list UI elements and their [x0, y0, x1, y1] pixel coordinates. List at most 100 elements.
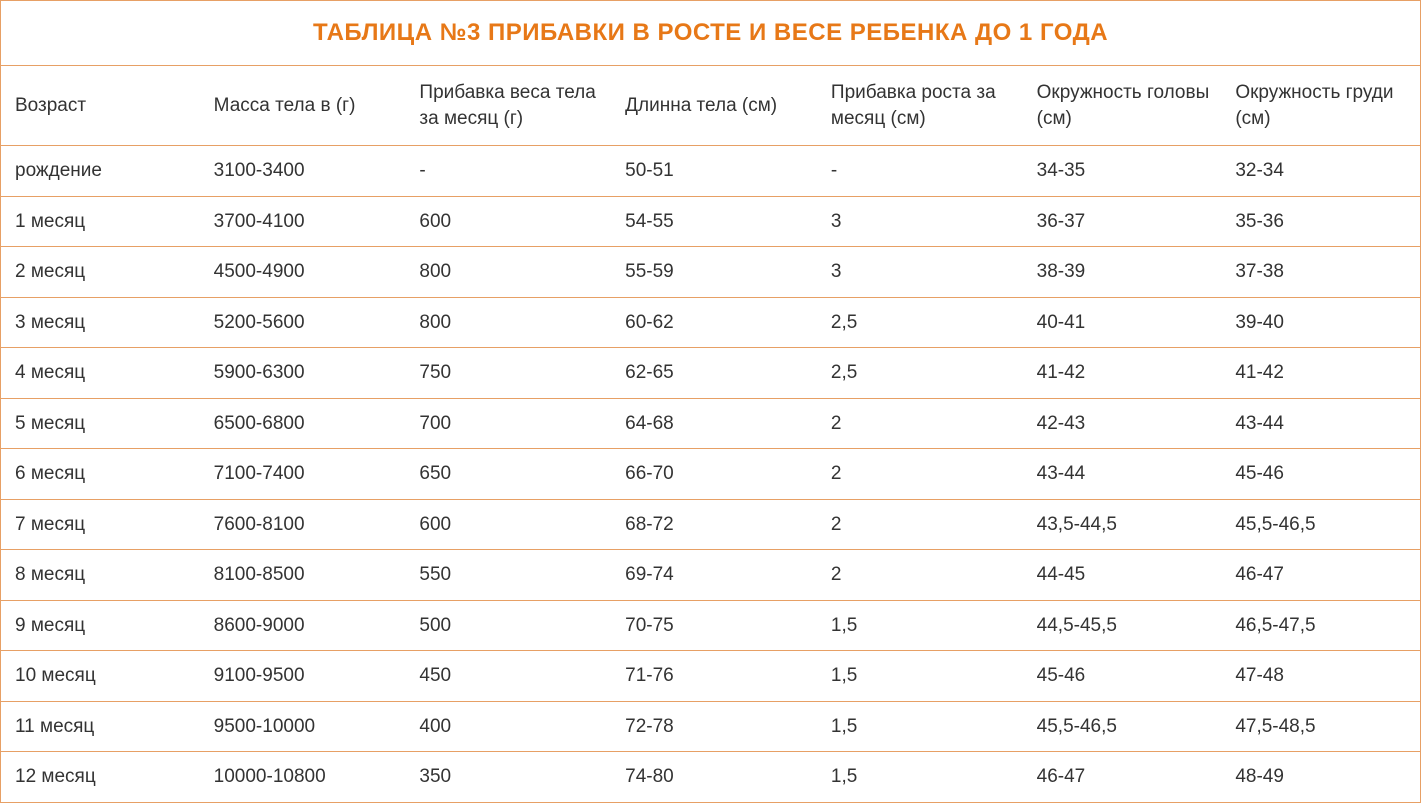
growth-table-container: ТАБЛИЦА №3 ПРИБАВКИ В РОСТЕ И ВЕСЕ РЕБЕН…	[0, 0, 1421, 803]
table-cell: 55-59	[611, 247, 817, 298]
table-cell: 10 месяц	[1, 651, 200, 702]
table-cell: 40-41	[1023, 297, 1222, 348]
table-cell: 1,5	[817, 701, 1023, 752]
table-cell: 9 месяц	[1, 600, 200, 651]
table-cell: 2 месяц	[1, 247, 200, 298]
table-cell: рождение	[1, 146, 200, 197]
table-cell: 46,5-47,5	[1221, 600, 1420, 651]
table-cell: 72-78	[611, 701, 817, 752]
table-body: рождение3100-3400-50-51-34-3532-341 меся…	[1, 146, 1420, 802]
table-cell: 450	[405, 651, 611, 702]
table-cell: 62-65	[611, 348, 817, 399]
table-cell: 47-48	[1221, 651, 1420, 702]
table-cell: 43-44	[1221, 398, 1420, 449]
table-title: ТАБЛИЦА №3 ПРИБАВКИ В РОСТЕ И ВЕСЕ РЕБЕН…	[1, 1, 1420, 66]
table-cell: 47,5-48,5	[1221, 701, 1420, 752]
table-row: 10 месяц9100-950045071-761,545-4647-48	[1, 651, 1420, 702]
table-cell: 43-44	[1023, 449, 1222, 500]
table-row: 1 месяц3700-410060054-55336-3735-36	[1, 196, 1420, 247]
table-cell: 50-51	[611, 146, 817, 197]
col-header-head: Окружность головы (см)	[1023, 66, 1222, 146]
table-cell: 650	[405, 449, 611, 500]
growth-table: ТАБЛИЦА №3 ПРИБАВКИ В РОСТЕ И ВЕСЕ РЕБЕН…	[1, 1, 1420, 802]
table-cell: 8600-9000	[200, 600, 406, 651]
table-cell: 400	[405, 701, 611, 752]
table-cell: 4500-4900	[200, 247, 406, 298]
table-cell: 45-46	[1221, 449, 1420, 500]
table-cell: 800	[405, 297, 611, 348]
table-cell: 44-45	[1023, 550, 1222, 601]
table-cell: -	[405, 146, 611, 197]
table-cell: 74-80	[611, 752, 817, 802]
table-cell: 34-35	[1023, 146, 1222, 197]
table-cell: 1,5	[817, 752, 1023, 802]
table-cell: 1,5	[817, 651, 1023, 702]
table-cell: 54-55	[611, 196, 817, 247]
table-cell: 8100-8500	[200, 550, 406, 601]
table-cell: 2	[817, 449, 1023, 500]
table-cell: 3	[817, 196, 1023, 247]
table-cell: 71-76	[611, 651, 817, 702]
table-cell: 37-38	[1221, 247, 1420, 298]
table-cell: 3 месяц	[1, 297, 200, 348]
table-cell: 44,5-45,5	[1023, 600, 1222, 651]
table-cell: 35-36	[1221, 196, 1420, 247]
table-cell: 7100-7400	[200, 449, 406, 500]
table-cell: 800	[405, 247, 611, 298]
table-row: 9 месяц8600-900050070-751,544,5-45,546,5…	[1, 600, 1420, 651]
table-cell: -	[817, 146, 1023, 197]
table-cell: 1,5	[817, 600, 1023, 651]
table-cell: 500	[405, 600, 611, 651]
table-cell: 6 месяц	[1, 449, 200, 500]
table-cell: 750	[405, 348, 611, 399]
table-cell: 32-34	[1221, 146, 1420, 197]
table-cell: 4 месяц	[1, 348, 200, 399]
table-cell: 12 месяц	[1, 752, 200, 802]
table-cell: 41-42	[1221, 348, 1420, 399]
table-cell: 68-72	[611, 499, 817, 550]
table-cell: 39-40	[1221, 297, 1420, 348]
table-cell: 66-70	[611, 449, 817, 500]
table-row: 5 месяц6500-680070064-68242-4343-44	[1, 398, 1420, 449]
table-cell: 5900-6300	[200, 348, 406, 399]
table-cell: 36-37	[1023, 196, 1222, 247]
table-cell: 69-74	[611, 550, 817, 601]
table-row: 12 месяц10000-1080035074-801,546-4748-49	[1, 752, 1420, 802]
table-cell: 38-39	[1023, 247, 1222, 298]
table-cell: 3100-3400	[200, 146, 406, 197]
table-cell: 46-47	[1221, 550, 1420, 601]
table-cell: 10000-10800	[200, 752, 406, 802]
table-cell: 46-47	[1023, 752, 1222, 802]
table-row: 8 месяц8100-850055069-74244-4546-47	[1, 550, 1420, 601]
table-row: 3 месяц5200-560080060-622,540-4139-40	[1, 297, 1420, 348]
table-cell: 5 месяц	[1, 398, 200, 449]
table-cell: 7 месяц	[1, 499, 200, 550]
table-row: 2 месяц4500-490080055-59338-3937-38	[1, 247, 1420, 298]
table-cell: 1 месяц	[1, 196, 200, 247]
table-row: 11 месяц9500-1000040072-781,545,5-46,547…	[1, 701, 1420, 752]
table-cell: 2,5	[817, 348, 1023, 399]
table-cell: 45,5-46,5	[1023, 701, 1222, 752]
table-cell: 2,5	[817, 297, 1023, 348]
col-header-age: Возраст	[1, 66, 200, 146]
table-cell: 60-62	[611, 297, 817, 348]
table-header-row: Возраст Масса тела в (г) Прибавка веса т…	[1, 66, 1420, 146]
table-cell: 700	[405, 398, 611, 449]
table-row: 7 месяц7600-810060068-72243,5-44,545,5-4…	[1, 499, 1420, 550]
table-cell: 70-75	[611, 600, 817, 651]
table-cell: 42-43	[1023, 398, 1222, 449]
table-cell: 5200-5600	[200, 297, 406, 348]
table-cell: 3	[817, 247, 1023, 298]
table-cell: 6500-6800	[200, 398, 406, 449]
table-cell: 2	[817, 499, 1023, 550]
table-cell: 43,5-44,5	[1023, 499, 1222, 550]
table-cell: 600	[405, 196, 611, 247]
table-row: 4 месяц5900-630075062-652,541-4241-42	[1, 348, 1420, 399]
table-cell: 2	[817, 398, 1023, 449]
table-cell: 9100-9500	[200, 651, 406, 702]
table-cell: 550	[405, 550, 611, 601]
table-cell: 9500-10000	[200, 701, 406, 752]
table-cell: 11 месяц	[1, 701, 200, 752]
col-header-length: Длинна тела (см)	[611, 66, 817, 146]
table-cell: 3700-4100	[200, 196, 406, 247]
